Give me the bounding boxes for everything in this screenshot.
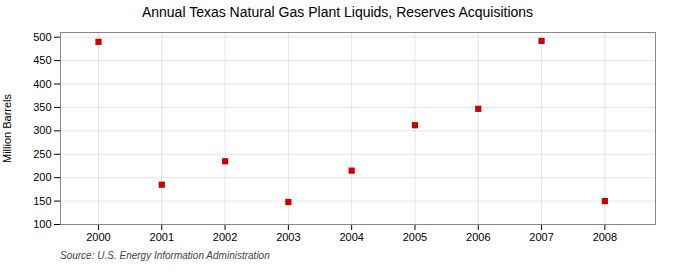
- svg-text:2002: 2002: [213, 231, 237, 243]
- svg-text:2004: 2004: [339, 231, 363, 243]
- svg-text:2003: 2003: [276, 231, 300, 243]
- svg-text:2007: 2007: [529, 231, 553, 243]
- svg-text:350: 350: [33, 101, 51, 113]
- svg-text:2000: 2000: [86, 231, 110, 243]
- svg-text:400: 400: [33, 78, 51, 90]
- svg-text:250: 250: [33, 148, 51, 160]
- svg-text:2008: 2008: [593, 231, 617, 243]
- html-text:Annual Texas Natural Gas Plant: Annual Texas Natural Gas Plant Liquids, …: [141, 4, 534, 20]
- html-text:Source: U.S. Energy Informatio: Source: U.S. Energy Information Administ…: [60, 250, 270, 261]
- svg-text:2001: 2001: [150, 231, 174, 243]
- svg-text:450: 450: [33, 54, 51, 66]
- svg-text:2005: 2005: [403, 231, 427, 243]
- svg-text:2006: 2006: [466, 231, 490, 243]
- svg-text:150: 150: [33, 195, 51, 207]
- svg-text:300: 300: [33, 124, 51, 136]
- svg-text:200: 200: [33, 171, 51, 183]
- svg-text:100: 100: [33, 218, 51, 230]
- svg-text:Million Barrels: Million Barrels: [1, 93, 13, 163]
- svg-text:500: 500: [33, 31, 51, 43]
